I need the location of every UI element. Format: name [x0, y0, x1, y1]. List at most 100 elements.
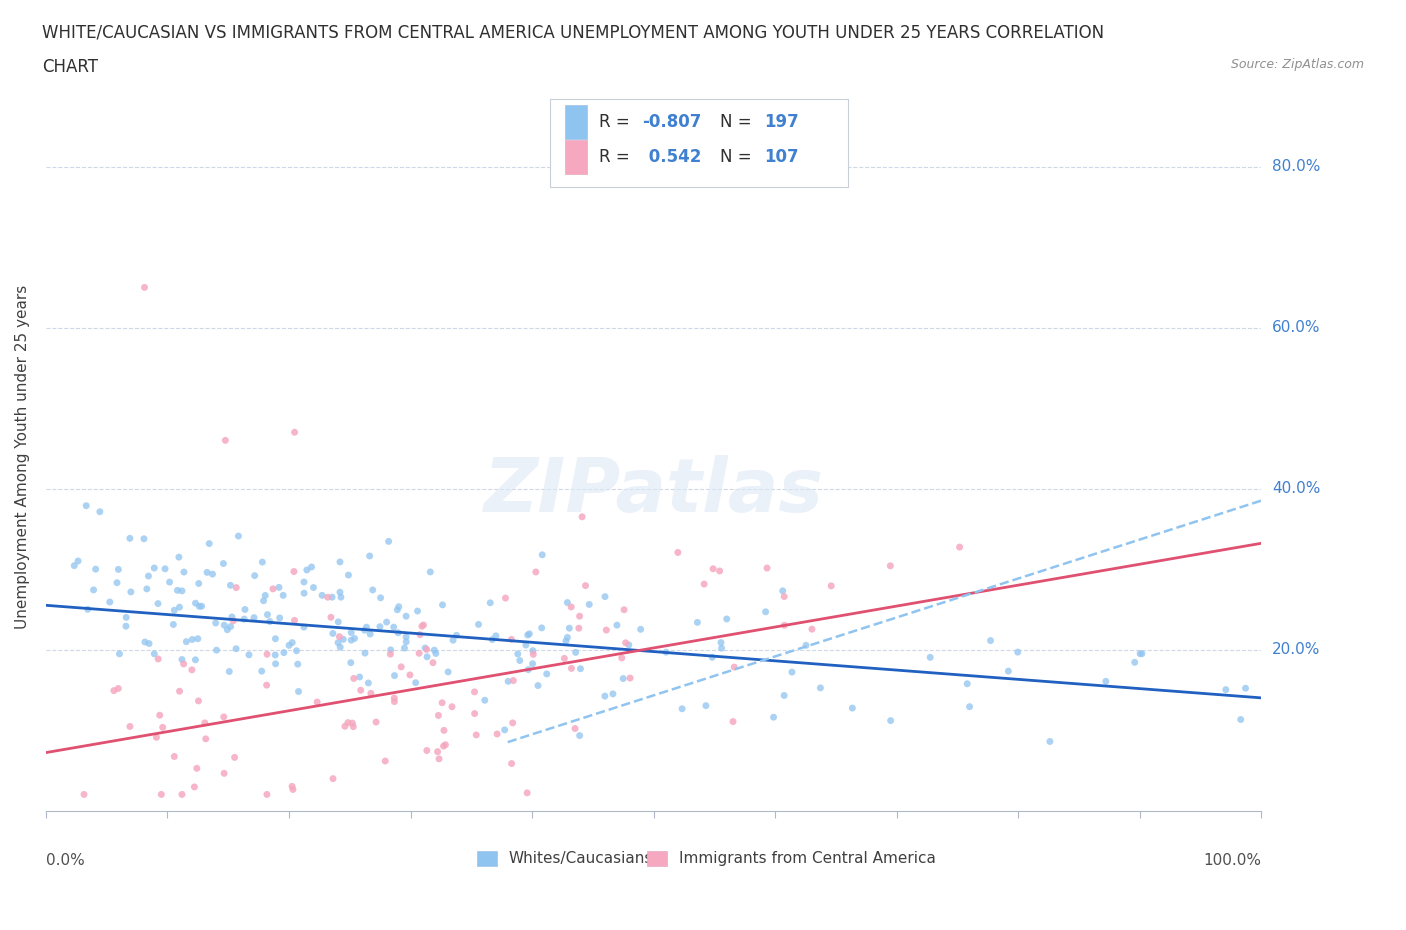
Point	[342, 719, 364, 734]
Point	[143, 646, 166, 661]
Point	[415, 642, 437, 657]
Point	[269, 610, 291, 625]
Point	[224, 750, 246, 764]
Point	[671, 701, 693, 716]
Point	[222, 613, 245, 628]
Point	[340, 632, 363, 647]
Point	[63, 558, 86, 573]
Point	[84, 562, 107, 577]
Point	[349, 670, 371, 684]
Point	[159, 575, 181, 590]
Point	[342, 715, 364, 730]
Point	[170, 787, 193, 802]
Point	[368, 619, 391, 634]
Point	[233, 602, 256, 617]
Point	[555, 633, 578, 648]
Point	[557, 595, 579, 610]
Point	[243, 568, 266, 583]
Text: ZIPatlas: ZIPatlas	[484, 456, 824, 528]
Point	[143, 561, 166, 576]
Point	[610, 650, 633, 665]
Point	[145, 730, 167, 745]
Point	[593, 689, 616, 704]
Point	[188, 599, 211, 614]
Point	[405, 675, 427, 690]
Point	[467, 617, 489, 631]
Point	[173, 565, 195, 579]
Point	[479, 595, 502, 610]
Text: 100.0%: 100.0%	[1204, 853, 1261, 868]
Point	[416, 743, 439, 758]
Point	[382, 691, 405, 706]
Point	[423, 643, 446, 658]
Point	[252, 554, 274, 569]
Point	[956, 676, 979, 691]
Point	[419, 565, 441, 579]
Point	[340, 656, 363, 671]
Point	[98, 594, 121, 609]
Point	[509, 653, 531, 668]
Point	[238, 647, 260, 662]
Point	[773, 688, 796, 703]
Point	[150, 787, 173, 802]
Point	[198, 537, 221, 551]
Point	[949, 539, 972, 554]
Point	[437, 664, 460, 679]
Point	[152, 720, 174, 735]
Point	[108, 646, 131, 661]
Point	[433, 723, 456, 737]
Text: 197: 197	[763, 113, 799, 131]
Point	[606, 618, 628, 632]
Point	[187, 576, 209, 591]
Point	[135, 581, 157, 596]
Point	[329, 640, 352, 655]
Point	[377, 534, 399, 549]
Point	[264, 647, 287, 662]
Point	[149, 708, 172, 723]
Point	[283, 613, 305, 628]
Point	[773, 618, 796, 632]
Point	[187, 694, 209, 709]
Point	[553, 651, 575, 666]
Point	[180, 662, 202, 677]
Point	[252, 593, 274, 608]
Point	[464, 706, 486, 721]
Point	[343, 631, 366, 645]
Point	[287, 684, 309, 699]
Point	[380, 646, 402, 661]
Point	[522, 657, 544, 671]
FancyBboxPatch shape	[478, 851, 496, 867]
Point	[359, 549, 381, 564]
Point	[321, 590, 343, 604]
Point	[176, 634, 198, 649]
Point	[219, 619, 242, 634]
Point	[800, 622, 823, 637]
Point	[115, 610, 138, 625]
Point	[695, 698, 717, 713]
Point	[612, 671, 634, 686]
Point	[384, 668, 406, 683]
Point	[441, 632, 464, 647]
Point	[254, 588, 277, 603]
Point	[336, 715, 359, 730]
Point	[568, 728, 591, 743]
Point	[395, 630, 418, 644]
Point	[181, 632, 204, 647]
Point	[879, 558, 901, 573]
Point	[163, 603, 186, 618]
Text: 0.0%: 0.0%	[46, 853, 84, 868]
Point	[517, 662, 540, 677]
Point	[292, 586, 315, 601]
Point	[516, 628, 538, 643]
Point	[354, 645, 377, 660]
Point	[432, 738, 454, 753]
Text: CHART: CHART	[42, 58, 98, 75]
Point	[387, 625, 409, 640]
Point	[204, 616, 226, 631]
Point	[595, 623, 617, 638]
Point	[73, 787, 96, 802]
Point	[173, 657, 195, 671]
Point	[564, 645, 586, 660]
Point	[267, 580, 290, 595]
Text: 80.0%: 80.0%	[1272, 159, 1320, 174]
